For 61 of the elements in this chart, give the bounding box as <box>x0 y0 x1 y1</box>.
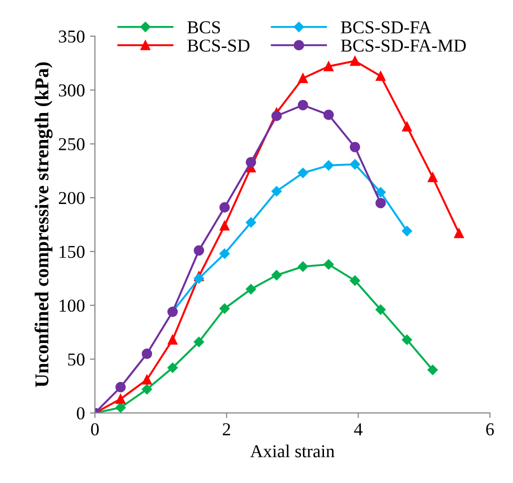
point <box>298 261 308 272</box>
y-tick-label: 50 <box>68 353 84 366</box>
y-tick-label: 250 <box>58 138 84 150</box>
point <box>142 348 152 359</box>
point <box>115 382 126 392</box>
x-axis-title: Axial strain <box>250 444 335 458</box>
point <box>428 172 438 182</box>
point <box>246 284 256 294</box>
point <box>324 62 334 72</box>
point <box>194 336 204 348</box>
point <box>350 275 360 286</box>
point <box>194 245 204 256</box>
y-tick-label: 100 <box>60 300 84 312</box>
y-axis-title: Unconfined compressive strength (kPa) <box>34 62 53 388</box>
point <box>298 168 308 178</box>
point <box>402 334 412 345</box>
point <box>323 110 334 120</box>
y-tick-label: 0 <box>76 407 84 420</box>
point <box>246 217 256 228</box>
point <box>194 273 204 284</box>
x-tick-label: 6 <box>486 423 494 436</box>
legend-label: BCS <box>187 21 220 34</box>
point <box>271 186 282 196</box>
x-tick-label: 0 <box>91 423 99 436</box>
point <box>142 374 152 384</box>
y-tick-label: 300 <box>58 84 84 96</box>
point <box>454 228 464 238</box>
point <box>428 364 438 376</box>
legend-label: BCS-SD-FA <box>340 21 432 34</box>
point <box>271 110 282 122</box>
x-tick-label: 4 <box>354 423 362 436</box>
point <box>246 156 256 168</box>
point <box>115 402 126 413</box>
y-tick-label: 200 <box>58 192 84 204</box>
point <box>376 71 386 81</box>
point <box>376 187 386 198</box>
point <box>402 226 412 236</box>
point <box>402 122 412 132</box>
point <box>220 220 230 231</box>
point <box>116 394 126 404</box>
y-tick-label: 150 <box>60 246 84 258</box>
point <box>376 304 386 315</box>
point <box>350 159 360 170</box>
y-tick-label: 350 <box>58 30 84 43</box>
legend-label: BCS-SD-FA-MD <box>340 40 466 52</box>
point <box>219 303 230 314</box>
point <box>298 100 308 110</box>
legend-label: BCS-SD <box>187 40 250 52</box>
point <box>375 198 386 208</box>
point <box>168 334 178 345</box>
x-tick-label: 2 <box>222 423 230 436</box>
point <box>167 362 178 373</box>
point <box>324 259 334 270</box>
point <box>142 384 152 394</box>
point <box>219 248 230 259</box>
point <box>271 270 282 280</box>
point <box>298 73 308 84</box>
point <box>350 56 360 66</box>
point <box>324 160 334 171</box>
point <box>350 142 360 152</box>
point <box>219 202 230 213</box>
